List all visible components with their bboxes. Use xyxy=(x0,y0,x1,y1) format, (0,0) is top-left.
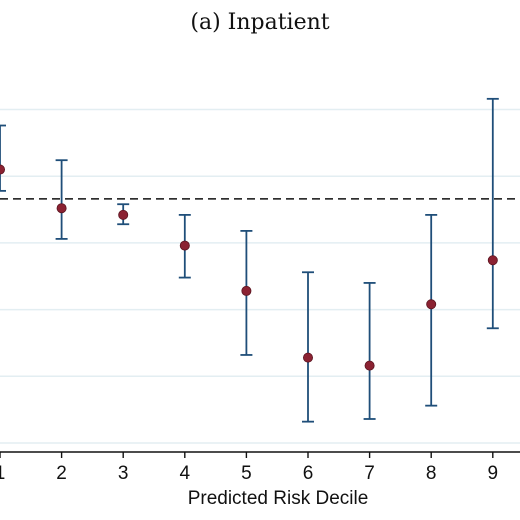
data-point-decile-1 xyxy=(0,164,5,175)
data-point-decile-8 xyxy=(426,299,437,310)
gridlines xyxy=(0,108,520,444)
data-point-decile-3 xyxy=(118,209,129,220)
x-tick-label-3: 3 xyxy=(118,463,129,484)
x-tick-label-4: 4 xyxy=(180,463,191,484)
x-axis-label: Predicted Risk Decile xyxy=(188,488,369,509)
x-tick-label-2: 2 xyxy=(56,463,67,484)
x-tick-label-1: 1 xyxy=(0,463,5,484)
error-bars xyxy=(0,97,499,423)
data-points xyxy=(0,164,498,371)
data-point-decile-2 xyxy=(56,203,67,214)
x-tick-label-7: 7 xyxy=(364,463,375,484)
data-point-decile-6 xyxy=(302,352,313,363)
x-tick-label-9: 9 xyxy=(488,463,499,484)
x-ticks: 1 2 3 4 5 6 7 8 9 xyxy=(0,452,498,484)
x-tick-label-5: 5 xyxy=(241,463,252,484)
x-tick-label-6: 6 xyxy=(303,463,314,484)
data-point-decile-9 xyxy=(487,255,498,266)
data-point-decile-7 xyxy=(364,360,375,371)
chart-title: (a) Inpatient xyxy=(190,10,330,35)
data-point-decile-4 xyxy=(179,240,190,251)
x-tick-label-8: 8 xyxy=(426,463,437,484)
data-point-decile-5 xyxy=(241,285,252,296)
